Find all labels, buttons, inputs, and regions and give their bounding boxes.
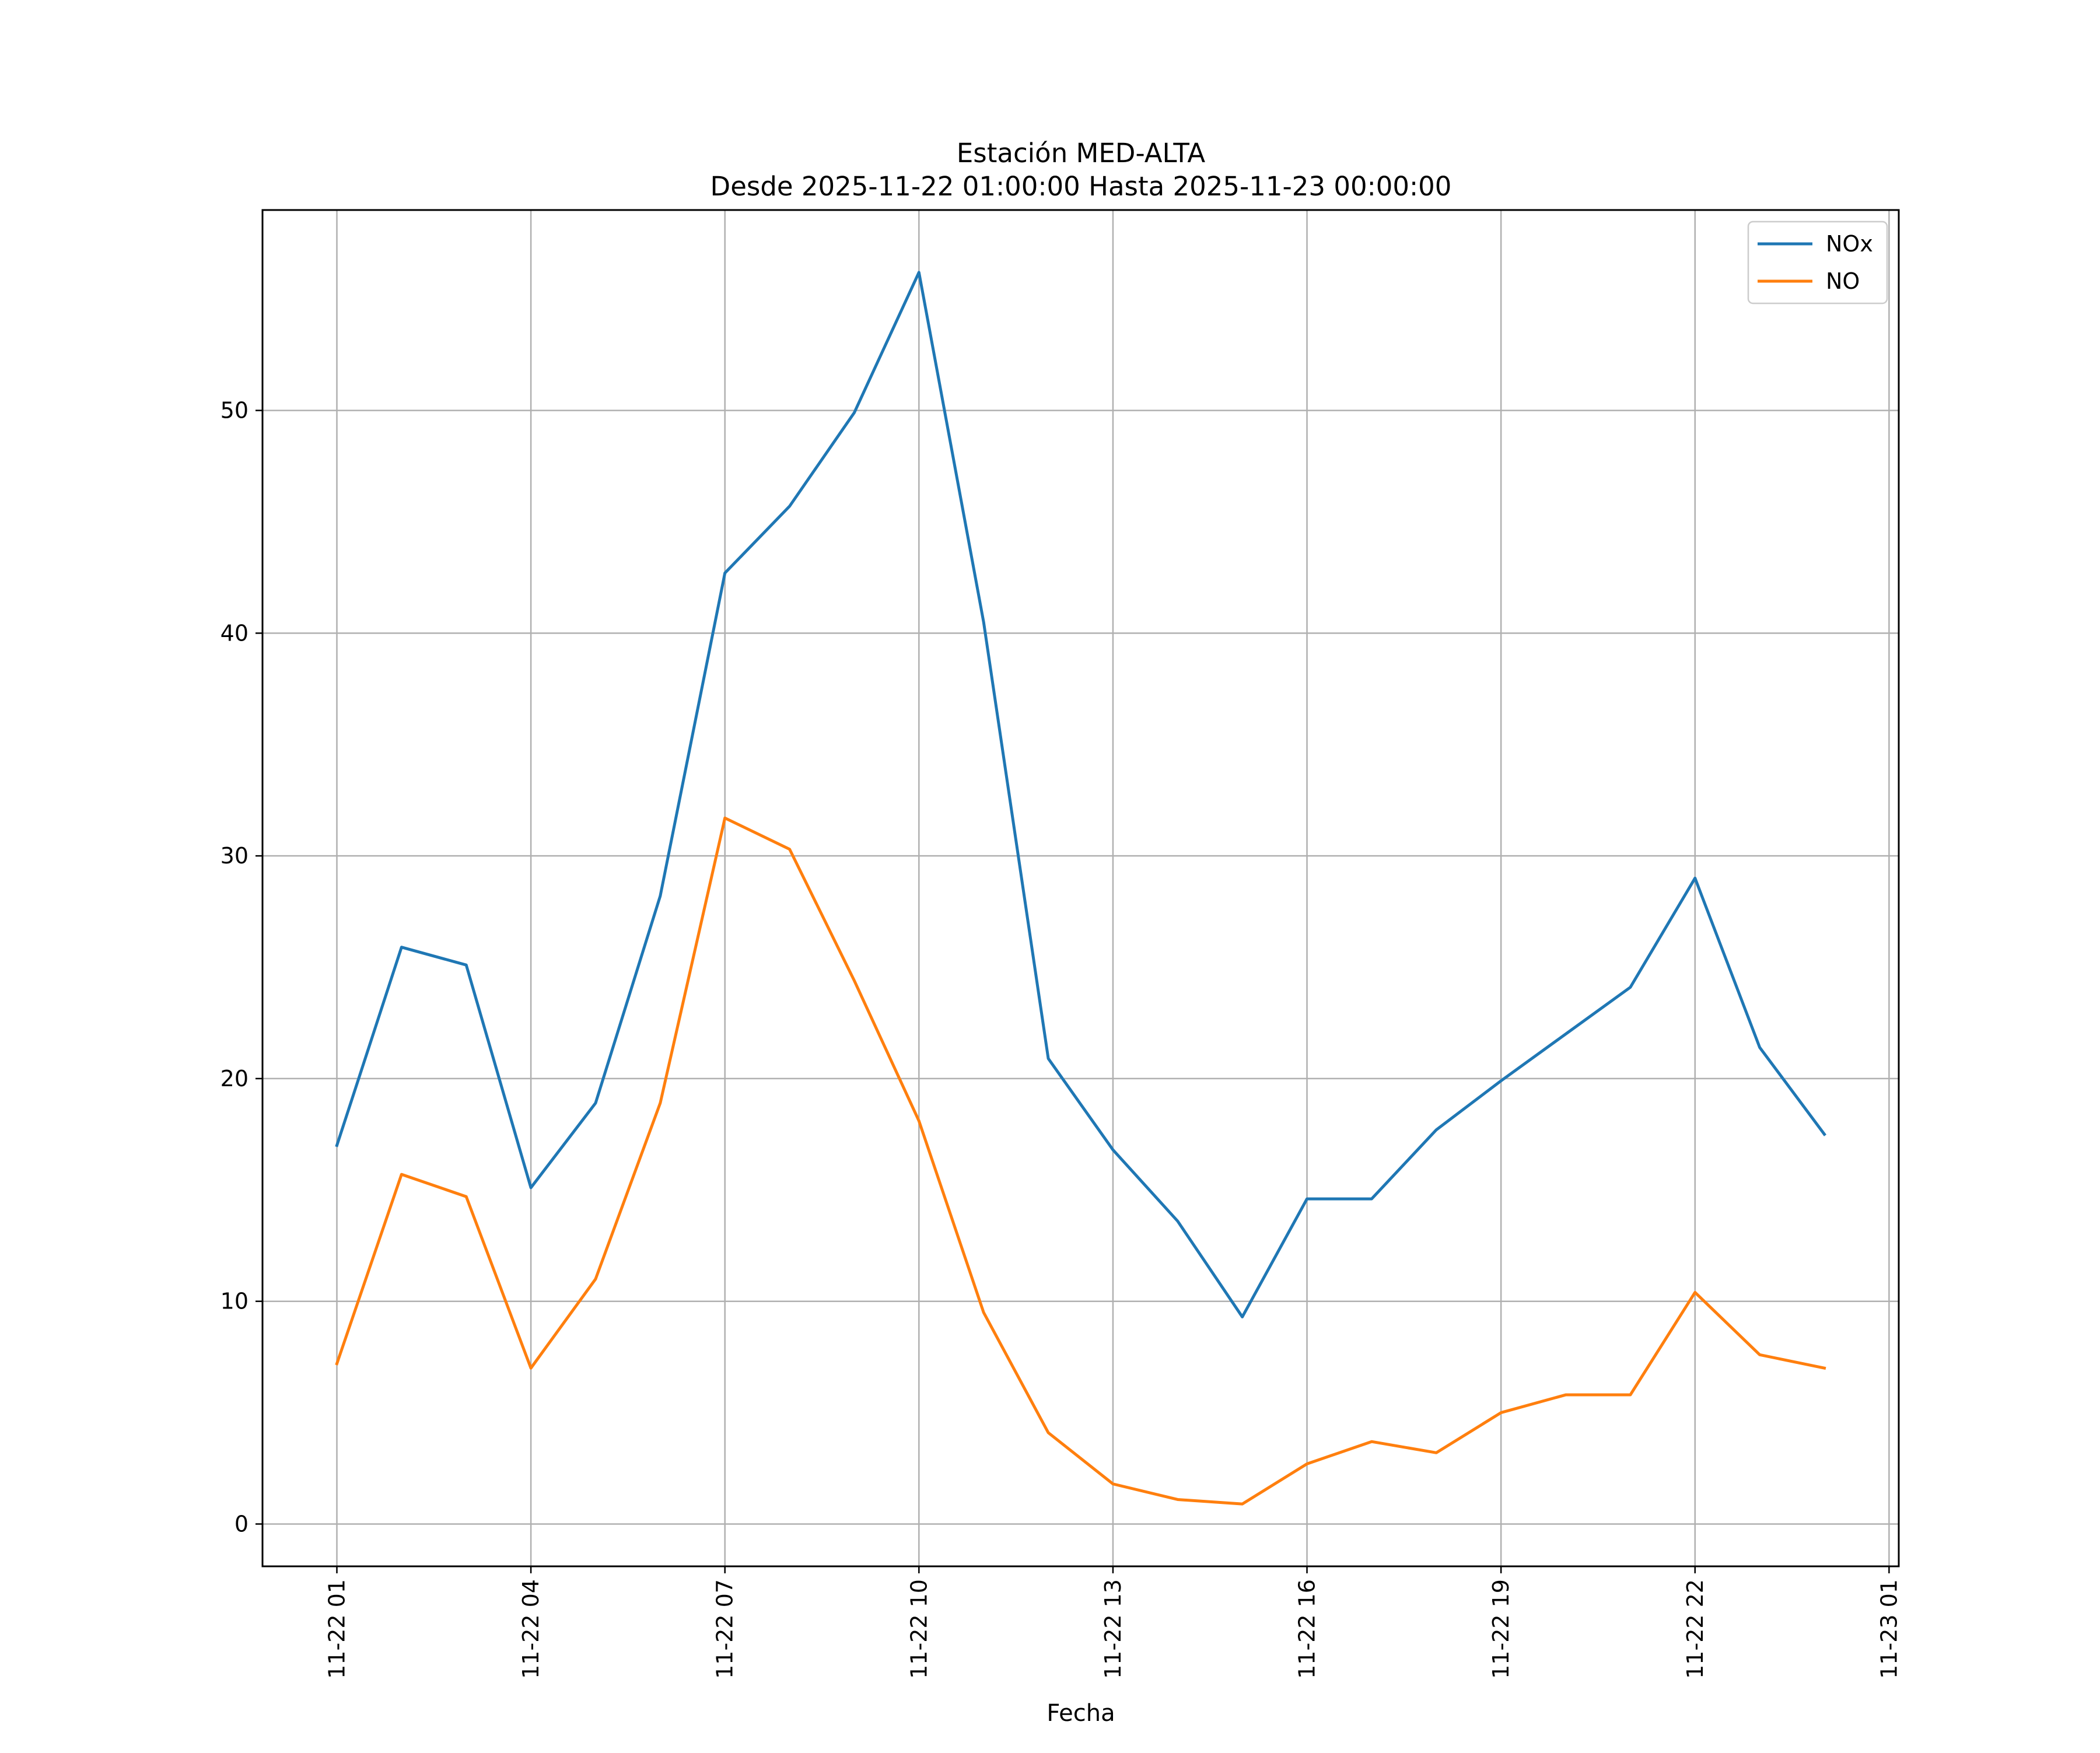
data-point-nox: [657, 893, 663, 899]
data-point-no: [722, 815, 728, 821]
x-tick-label: 11-22 13: [1100, 1579, 1126, 1679]
data-point-no: [1368, 1439, 1374, 1444]
data-point-no: [787, 846, 793, 852]
data-point-no: [1175, 1496, 1181, 1502]
data-point-no: [463, 1194, 469, 1199]
chart-subtitle: Desde 2025-11-22 01:00:00 Hasta 2025-11-…: [710, 171, 1452, 202]
data-point-no: [981, 1310, 986, 1315]
data-point-no: [1498, 1410, 1504, 1416]
data-point-nox: [981, 619, 986, 625]
data-point-nox: [398, 944, 404, 950]
data-point-no: [1433, 1450, 1439, 1455]
y-tick-label: 30: [220, 843, 249, 869]
data-point-no: [1045, 1430, 1051, 1436]
data-point-no: [1304, 1461, 1310, 1467]
legend-label-nox: NOx: [1826, 231, 1873, 257]
legend: NOx NO: [1747, 221, 1888, 305]
data-point-nox: [1628, 984, 1633, 990]
data-point-nox: [463, 962, 469, 968]
data-point-no: [593, 1276, 598, 1282]
data-point-nox: [1692, 875, 1698, 881]
data-point-nox: [1433, 1127, 1439, 1133]
data-point-no: [398, 1171, 404, 1177]
data-point-nox: [1757, 1044, 1763, 1050]
data-point-no: [1110, 1481, 1116, 1487]
axis-ticks: 11-22 01 11-22 04 11-22 07 11-22 10 11-22 13…: [220, 398, 1902, 1679]
data-point-no: [657, 1100, 663, 1106]
data-point-no: [1563, 1392, 1569, 1398]
x-tick-label: 11-22 16: [1294, 1579, 1320, 1679]
data-point-no: [916, 1118, 922, 1124]
x-tick-label: 11-22 22: [1682, 1579, 1708, 1679]
data-point-nox: [1110, 1147, 1116, 1153]
data-point-no: [851, 978, 857, 984]
y-tick-label: 40: [220, 620, 249, 646]
series-no: [334, 815, 1828, 1507]
series-line-no: [335, 816, 1826, 1506]
y-tick-label: 0: [235, 1511, 249, 1537]
data-point-nox: [1304, 1196, 1310, 1202]
data-point-nox: [722, 570, 728, 576]
data-point-nox: [334, 1142, 340, 1148]
x-axis-label: Fecha: [1046, 1700, 1115, 1727]
data-point-nox: [1498, 1078, 1504, 1084]
data-point-no: [334, 1361, 340, 1367]
data-point-nox: [528, 1185, 534, 1191]
data-point-no: [528, 1365, 534, 1371]
data-point-nox: [916, 270, 922, 275]
x-tick-label: 11-23 01: [1876, 1579, 1902, 1679]
legend-label-no: NO: [1826, 268, 1860, 294]
series-nox: [334, 270, 1828, 1320]
data-point-nox: [1368, 1196, 1374, 1202]
chart-title: Estación MED-ALTA: [957, 138, 1206, 169]
x-tick-label: 11-22 01: [324, 1579, 350, 1679]
x-tick-label: 11-22 07: [712, 1579, 738, 1679]
y-tick-label: 10: [220, 1289, 249, 1314]
series-line-nox: [335, 271, 1826, 1318]
grid: [262, 210, 1899, 1566]
data-point-nox: [851, 410, 857, 415]
data-point-nox: [1563, 1031, 1569, 1037]
data-point-no: [1822, 1365, 1828, 1371]
data-point-nox: [1045, 1056, 1051, 1062]
data-point-nox: [593, 1100, 598, 1106]
data-point-no: [1692, 1289, 1698, 1295]
data-point-nox: [787, 503, 793, 509]
data-point-no: [1240, 1501, 1245, 1507]
series-lines: [334, 270, 1828, 1507]
x-tick-label: 11-22 04: [518, 1579, 544, 1679]
data-point-no: [1628, 1392, 1633, 1398]
data-point-nox: [1240, 1314, 1245, 1320]
data-point-nox: [1175, 1218, 1181, 1224]
legend-box: [1747, 221, 1888, 305]
y-tick-label: 20: [220, 1066, 249, 1091]
plot-frame: [261, 209, 1900, 1567]
y-tick-label: 50: [220, 398, 249, 424]
x-tick-label: 11-22 19: [1488, 1579, 1514, 1679]
data-point-no: [1757, 1352, 1763, 1357]
data-point-nox: [1822, 1131, 1828, 1137]
x-tick-label: 11-22 10: [906, 1579, 932, 1679]
